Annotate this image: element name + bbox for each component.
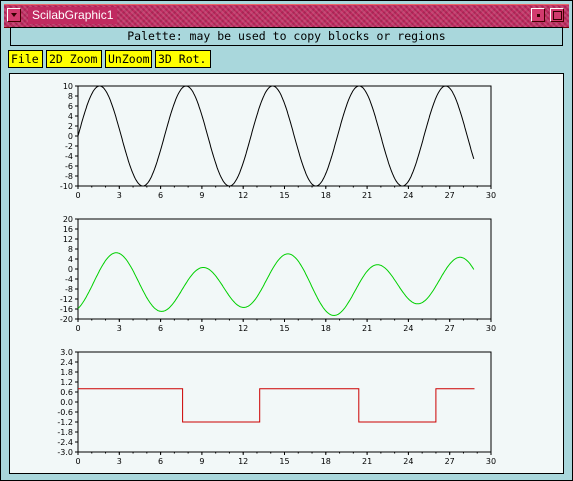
x-tick-label: 24 (403, 191, 413, 200)
x-tick-label: 21 (362, 191, 372, 200)
x-tick-label: 30 (486, 324, 496, 333)
y-tick-label: -0.6 (57, 408, 73, 417)
y-tick-label: 4 (68, 255, 73, 264)
y-tick-label: -4 (65, 152, 73, 161)
y-tick-label: -2 (65, 142, 73, 151)
y-tick-label: -4 (65, 275, 73, 284)
x-tick-label: 12 (238, 191, 248, 200)
x-tick-label: 30 (486, 457, 496, 466)
graphics-canvas[interactable]: 0 3 6 9 12 15 18 21 24 27 30 10 8 6 4 2 0 -2 -4 -6 -8 -10 0 3 6 9… (9, 73, 564, 474)
y-tick-label: 2.4 (60, 358, 73, 367)
y-tick-label: 3.0 (60, 348, 73, 357)
x-tick-label: 9 (199, 457, 204, 466)
y-tick-label: -3.0 (57, 448, 73, 457)
window-menu-button[interactable] (7, 8, 21, 22)
y-tick-label: 4 (68, 112, 73, 121)
x-tick-label: 15 (279, 457, 289, 466)
y-tick-label: -12 (60, 295, 73, 304)
x-tick-label: 21 (362, 324, 372, 333)
x-tick-label: 6 (158, 457, 163, 466)
3d-rot-button[interactable]: 3D Rot. (155, 50, 211, 68)
x-tick-label: 18 (321, 457, 331, 466)
x-tick-label: 15 (279, 191, 289, 200)
y-tick-label: -8 (65, 285, 73, 294)
y-tick-label: -10 (60, 182, 73, 191)
y-tick-label: 0.6 (60, 388, 73, 397)
y-tick-label: 1.8 (60, 368, 73, 377)
x-tick-label: 9 (199, 191, 204, 200)
x-tick-label: 12 (238, 324, 248, 333)
2d-zoom-button[interactable]: 2D Zoom (46, 50, 102, 68)
file-button[interactable]: File (8, 50, 43, 68)
y-tick-label: 10 (63, 82, 73, 91)
x-tick-label: 3 (117, 457, 122, 466)
x-tick-label: 30 (486, 191, 496, 200)
x-tick-label: 27 (445, 324, 455, 333)
series-line-1 (77, 85, 475, 187)
y-tick-label: -20 (60, 315, 73, 324)
x-tick-label: 15 (279, 324, 289, 333)
x-tick-label: 0 (75, 324, 80, 333)
x-tick-label: 3 (117, 324, 122, 333)
minimize-button[interactable] (531, 8, 545, 22)
series-line-3 (78, 388, 475, 423)
y-tick-label: 16 (63, 225, 73, 234)
plot-frame-1 (77, 85, 492, 187)
x-tick-label: 0 (75, 457, 80, 466)
x-tick-label: 24 (403, 457, 413, 466)
y-tick-label: 8 (68, 245, 73, 254)
series-line-2 (77, 252, 475, 317)
x-tick-label: 9 (199, 324, 204, 333)
x-tick-label: 21 (362, 457, 372, 466)
window-title: ScilabGraphic1 (28, 7, 118, 24)
x-tick-label: 12 (238, 457, 248, 466)
y-tick-label: 0.0 (60, 398, 73, 407)
x-tick-label: 27 (445, 457, 455, 466)
x-tick-label: 18 (321, 324, 331, 333)
x-tick-label: 3 (117, 191, 122, 200)
y-tick-label: 0 (68, 265, 73, 274)
y-tick-label: 8 (68, 92, 73, 101)
y-tick-label: -16 (60, 305, 73, 314)
y-tick-label: 2 (68, 122, 73, 131)
y-tick-label: -6 (65, 162, 73, 171)
x-tick-label: 6 (158, 324, 163, 333)
x-tick-label: 0 (75, 191, 80, 200)
unzoom-button[interactable]: UnZoom (105, 50, 152, 68)
y-tick-label: -2.4 (57, 438, 73, 447)
y-tick-label: 1.2 (60, 378, 73, 387)
x-tick-label: 6 (158, 191, 163, 200)
palette-info-bar: Palette: may be used to copy blocks or r… (10, 27, 563, 46)
title-bar[interactable]: ScilabGraphic1 (4, 4, 569, 28)
maximize-button[interactable] (550, 8, 564, 22)
y-tick-label: 0 (68, 132, 73, 141)
y-tick-label: 12 (63, 235, 73, 244)
x-tick-label: 18 (321, 191, 331, 200)
x-tick-label: 27 (445, 191, 455, 200)
y-tick-label: 6 (68, 102, 73, 111)
y-tick-label: -1.2 (57, 418, 73, 427)
y-tick-label: 20 (63, 215, 73, 224)
plot-frame-3 (77, 351, 492, 453)
y-tick-label: -1.8 (57, 428, 73, 437)
y-tick-label: -8 (65, 172, 73, 181)
x-tick-label: 24 (403, 324, 413, 333)
plot-frame-2 (77, 218, 492, 320)
